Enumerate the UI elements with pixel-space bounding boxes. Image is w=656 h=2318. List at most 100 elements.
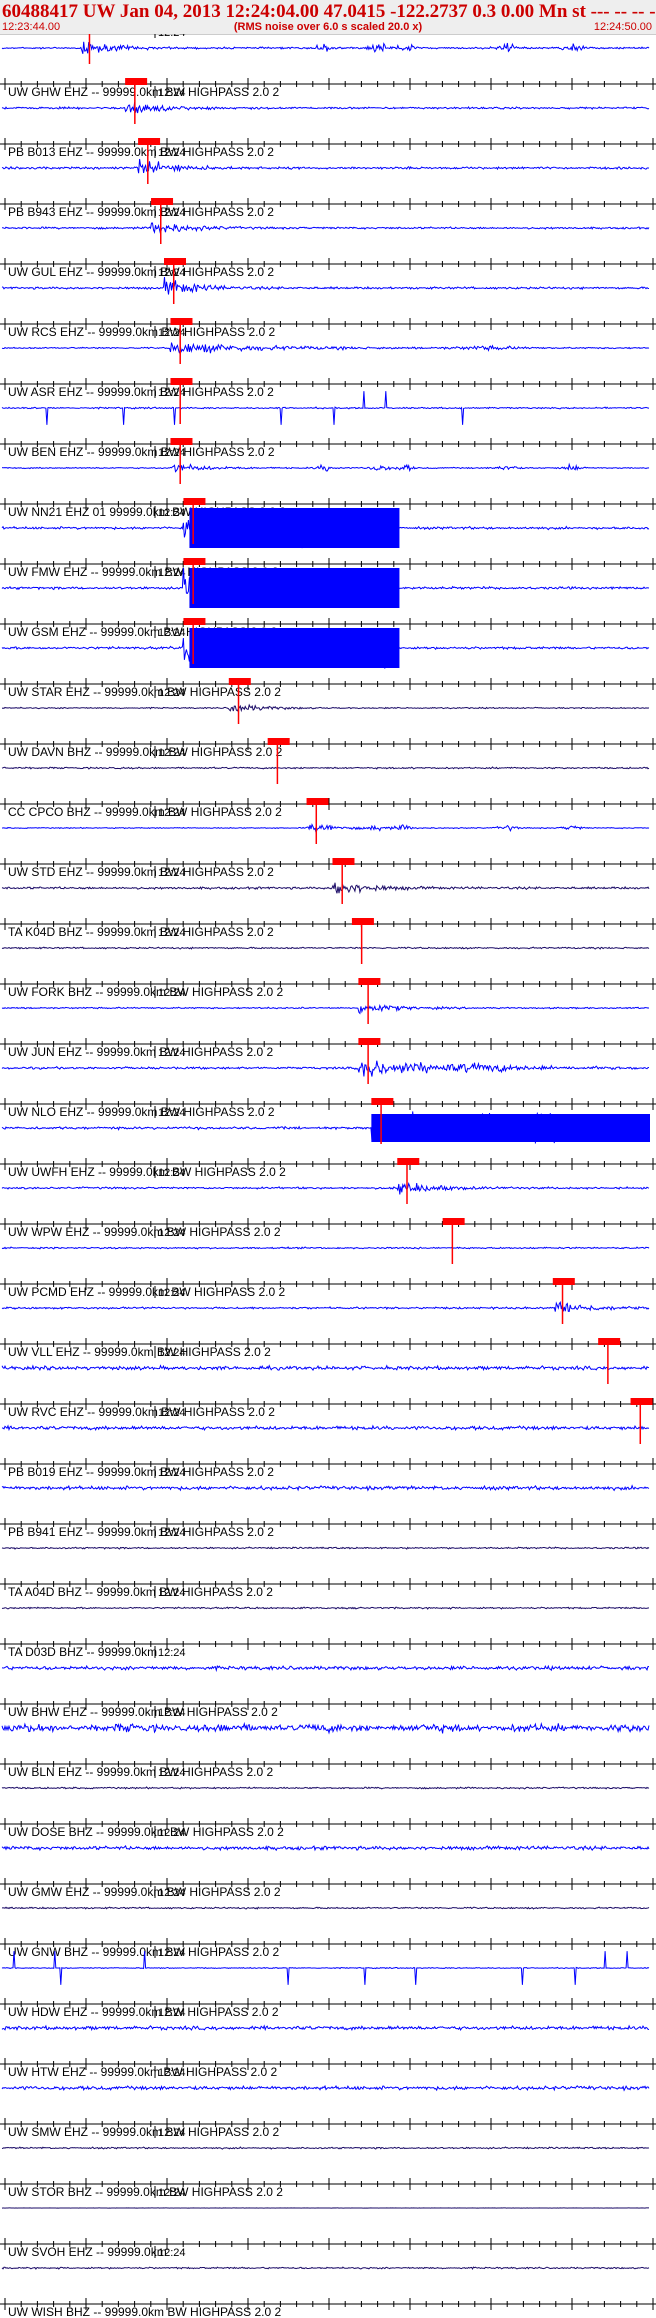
minute-label: 12:24 — [158, 987, 186, 999]
station-trace: 12:24 UW WPW EHZ -- 99999.0km BW HIGHPASS… — [0, 1158, 656, 1239]
minute-label: 12:24 — [158, 327, 186, 339]
station-label: UW NLO EHZ -- 99999.0km BW HIGHPASS 2.0 … — [8, 1105, 275, 1119]
station-label: UW STD EHZ -- 99999.0km BW HIGHPASS 2.0 … — [8, 865, 274, 879]
station-label: UW RCS EHZ -- 99999.0km BW HIGHPASS 2.0 … — [8, 325, 276, 339]
waveform — [1, 2266, 650, 2271]
pick-flag — [228, 678, 251, 685]
minute-label: 12:24 — [158, 1527, 186, 1539]
waveform — [1, 1664, 650, 1673]
station-trace: 12:24 UW BEN EHZ -- 99999.0km BW HIGHPASS… — [0, 378, 656, 459]
clipped-signal — [189, 568, 400, 608]
minute-label: 12:24 — [158, 207, 186, 219]
minute-label: 12:24 — [158, 387, 186, 399]
waveform — [1, 1906, 650, 1910]
event-title: 60488417 UW Jan 04, 2013 12:24:04.00 47.… — [2, 1, 656, 22]
station-label: UW STAR EHZ -- 99999.0km BW HIGHPASS 2.0… — [8, 685, 281, 699]
station-label: UW DAVN BHZ -- 99999.0km BW HIGHPASS 2.0… — [8, 745, 283, 759]
station-trace: 12:24 UW WISH BHZ -- 99999.0km BW HIGHPAS… — [0, 2246, 656, 2318]
minute-label: 12:24 — [158, 34, 186, 39]
start-time-label: 12:23:44.00 — [2, 21, 61, 33]
waveform — [1, 1301, 650, 1312]
station-label: PB B943 EHZ -- 99999.0km BW HIGHPASS 2.0… — [8, 205, 274, 219]
station-label: UW HDW EHZ -- 99999.0km BW HIGHPASS 2.0 … — [8, 2005, 279, 2019]
station-label: UW ASR EHZ -- 99999.0km BW HIGHPASS 2.0 … — [8, 385, 274, 399]
pick-flag — [598, 1338, 621, 1345]
minute-label: 12:24 — [158, 267, 186, 279]
minute-label: 12:24 — [158, 1047, 186, 1059]
station-label: UW STOR BHZ -- 99999.0km BW HIGHPASS 2.0… — [8, 2185, 283, 2199]
minute-label: 12:24 — [158, 1287, 186, 1299]
station-label: UW WPW EHZ -- 99999.0km BW HIGHPASS 2.0 … — [8, 1225, 281, 1239]
minute-label: 12:24 — [158, 2067, 186, 2079]
waveform — [1, 1060, 650, 1077]
station-label: UW GNW BHZ -- 99999.0km BW HIGHPASS 2.0 … — [8, 1945, 279, 1959]
waveform — [1, 102, 650, 114]
pick-flag — [170, 438, 193, 445]
pick-flag — [630, 1398, 653, 1405]
station-label: PB B013 EHZ -- 99999.0km BW HIGHPASS 2.0… — [8, 145, 274, 159]
pick-flag — [183, 498, 206, 505]
minute-label: 12:24 — [158, 2127, 186, 2139]
waveform — [1, 2024, 650, 2032]
pick-flag — [138, 138, 161, 145]
pick-flag — [170, 318, 193, 325]
minute-label: 12:24 — [158, 1647, 186, 1659]
station-label: UW JUN EHZ -- 99999.0km BW HIGHPASS 2.0 … — [8, 1045, 273, 1059]
waveform — [1, 1606, 650, 1610]
minute-label: 12:24 — [158, 1107, 186, 1119]
waveform — [1, 1004, 650, 1015]
waveform — [1, 2084, 650, 2092]
minute-label: 12:24 — [158, 1887, 186, 1899]
station-label: UW HTW EHZ -- 99999.0km BW HIGHPASS 2.0 … — [8, 2065, 277, 2079]
pick-flag — [125, 78, 148, 85]
waveform — [1, 391, 650, 425]
station-label: PB B941 EHZ -- 99999.0km BW HIGHPASS 2.0… — [8, 1525, 274, 1539]
station-label: PB B019 EHZ -- 99999.0km BW HIGHPASS 2.0… — [8, 1465, 274, 1479]
station-trace: 12:24 UW STD EHZ -- 99999.0km BW HIGHPASS… — [0, 798, 656, 879]
waveform — [1, 462, 650, 473]
waveform — [1, 1246, 650, 1250]
waveform — [1, 342, 650, 354]
station-label: TA K04D BHZ -- 99999.0km BW HIGHPASS 2.0… — [8, 925, 274, 939]
minute-label: 12:24 — [158, 87, 186, 99]
minute-label: 12:24 — [158, 807, 186, 819]
station-label: UW BHW EHZ -- 99999.0km BW HIGHPASS 2.0 … — [8, 1705, 278, 1719]
minute-label: 12:24 — [158, 1347, 186, 1359]
clipped-signal — [189, 508, 400, 548]
minute-label: 12:24 — [158, 1707, 186, 1719]
minute-label: 12:24 — [158, 507, 186, 519]
waveform — [1, 1721, 650, 1735]
station-label: UW BEN EHZ -- 99999.0km BW HIGHPASS 2.0 … — [8, 445, 275, 459]
minute-label: 12:24 — [158, 747, 186, 759]
minute-label: 12:24 — [158, 1167, 186, 1179]
noise-note: (RMS noise over 6.0 s scaled 20.0 x) — [233, 21, 423, 33]
pick-flag — [358, 978, 381, 985]
minute-label: 12:24 — [158, 627, 186, 639]
pick-flag — [371, 1098, 394, 1105]
pick-flag — [151, 198, 174, 205]
station-label: UW GMW EHZ -- 99999.0km BW HIGHPASS 2.0 … — [8, 1885, 281, 1899]
station-label: TA D03D BHZ -- 99999.0km — [8, 1645, 157, 1659]
station-label: UW DOSE BHZ -- 99999.0km BW HIGHPASS 2.0… — [8, 1825, 284, 1839]
station-label: UW PCMD EHZ -- 99999.0km BW HIGHPASS 2.0… — [8, 1285, 285, 1299]
